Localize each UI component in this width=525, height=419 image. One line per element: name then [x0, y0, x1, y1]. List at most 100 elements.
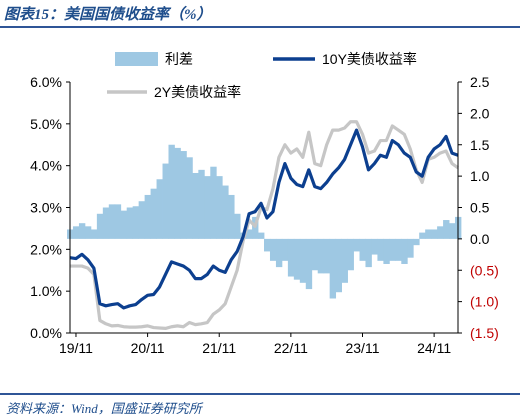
spread-bar [180, 151, 187, 239]
left-tick-label: 6.0% [30, 74, 62, 90]
spread-bar [419, 232, 426, 239]
left-tick-label: 5.0% [30, 116, 62, 132]
spread-bar [144, 194, 151, 239]
legend-item-2y: 2Y美债收益率 [107, 84, 241, 100]
spread-area-layer [67, 144, 462, 299]
x-tick-label: 19/11 [59, 340, 93, 356]
spread-bar [108, 204, 116, 239]
x-tick-label: 21/11 [202, 340, 236, 356]
legend-item-spread: 利差 [115, 51, 193, 67]
spread-bar [431, 229, 438, 239]
left-tick-label: 0.0% [30, 325, 62, 341]
spread-bar [120, 210, 128, 239]
spread-bar [449, 223, 456, 239]
spread-bar [413, 238, 420, 246]
spread-bar [90, 229, 98, 239]
spread-bar [281, 238, 289, 261]
source-note: 资料来源：Wind，国盛证券研究所 [6, 401, 202, 416]
spread-bar [275, 238, 283, 268]
spread-bar [407, 238, 414, 258]
spread-bar [78, 223, 86, 239]
right-tick-label: 1.0 [470, 168, 490, 184]
right-tick-label: 2.5 [470, 74, 490, 90]
spread-bar [192, 172, 199, 239]
legend-label-10y: 10Y美债收益率 [322, 51, 417, 67]
chart-title: 图表15：美国国债收益率（%） [4, 7, 212, 23]
left-tick-label: 4.0% [30, 158, 62, 174]
x-tick-label: 24/11 [417, 340, 451, 356]
spread-bar [341, 238, 348, 283]
spread-bar [156, 179, 163, 239]
spread-bar [395, 238, 402, 261]
spread-bar [299, 238, 307, 283]
spread-bar [264, 238, 271, 252]
spread-bar [72, 226, 80, 239]
legend-item-10y: 10Y美债收益率 [273, 51, 417, 67]
spread-bar [359, 238, 366, 261]
bottom-rule [0, 393, 520, 395]
spread-bar [246, 229, 253, 239]
spread-bar [96, 213, 104, 239]
top-rule [0, 26, 520, 28]
spread-bar [377, 238, 384, 261]
spread-bar [132, 206, 140, 239]
spread-bar [317, 238, 325, 274]
spread-bar [150, 188, 157, 239]
axes-layer: 0.0% 1.0% 2.0% 3.0% 4.0% 5.0% 6.0% (1.5) (1.0) (0… [30, 74, 499, 356]
spread-bar [323, 238, 331, 274]
right-tick-label: 1.5 [470, 137, 490, 153]
spread-bar [162, 163, 169, 239]
spread-bar [389, 238, 396, 261]
spread-bar [329, 238, 337, 299]
left-tick-label: 2.0% [30, 241, 62, 257]
right-tick-label: (1.0) [470, 294, 499, 310]
spread-bar [425, 229, 432, 239]
right-tick-label: (1.5) [470, 325, 499, 341]
y10-yield-line [69, 128, 459, 310]
spread-bar [204, 176, 211, 239]
spread-bar [222, 185, 229, 239]
spread-bar [401, 238, 408, 264]
spread-bar [174, 147, 181, 239]
spread-bar [198, 169, 205, 239]
right-tick-label: 2.0 [470, 105, 490, 121]
spread-bar [383, 238, 390, 264]
spread-bar [365, 238, 372, 268]
spread-bar [114, 204, 122, 239]
spread-bar [347, 238, 354, 271]
spread-bar [234, 213, 241, 239]
spread-bar [371, 238, 378, 255]
spread-bar [216, 176, 223, 239]
legend: 利差 10Y美债收益率 2Y美债收益率 [107, 51, 417, 100]
left-tick-label: 1.0% [30, 283, 62, 299]
spread-bar [168, 144, 175, 239]
spread-bar [305, 238, 313, 290]
spread-bar [287, 238, 295, 277]
spread-bar [335, 238, 342, 293]
legend-label-spread: 利差 [165, 51, 193, 67]
right-tick-label: 0.5 [470, 200, 490, 216]
x-tick-label: 20/11 [131, 340, 165, 356]
spread-bar [269, 238, 277, 261]
legend-label-2y: 2Y美债收益率 [154, 84, 241, 100]
x-tick-label: 22/11 [274, 340, 308, 356]
spread-bar [84, 226, 92, 239]
yield-lines-layer [69, 120, 459, 330]
spread-bar [186, 157, 193, 239]
spread-bar [311, 238, 319, 271]
spread-bar [102, 207, 110, 239]
spread-bar [210, 166, 217, 239]
x-tick-label: 23/11 [345, 340, 379, 356]
left-tick-label: 3.0% [30, 200, 62, 216]
spread-bar [228, 194, 235, 239]
legend-swatch-spread [115, 52, 158, 66]
spread-bar [353, 238, 360, 252]
right-tick-label: (0.5) [470, 262, 499, 278]
spread-bar [443, 220, 450, 239]
spread-bar [138, 201, 146, 239]
spread-bar [293, 238, 301, 280]
spread-bar [126, 207, 134, 239]
right-tick-label: 0.0 [470, 231, 490, 247]
